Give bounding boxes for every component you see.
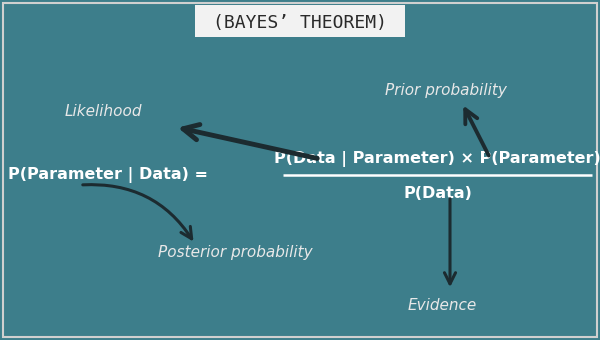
Text: P(Data): P(Data) (403, 186, 472, 201)
Text: P(Data | Parameter) × P(Parameter): P(Data | Parameter) × P(Parameter) (274, 151, 600, 167)
Text: (BAYES’ THEOREM): (BAYES’ THEOREM) (213, 14, 387, 32)
Text: P(Parameter | Data) =: P(Parameter | Data) = (8, 167, 214, 183)
Text: Posterior probability: Posterior probability (158, 244, 313, 259)
Text: Evidence: Evidence (408, 298, 477, 312)
Bar (195, 5, 405, 37)
Text: Prior probability: Prior probability (385, 83, 507, 98)
Text: Likelihood: Likelihood (65, 104, 143, 119)
